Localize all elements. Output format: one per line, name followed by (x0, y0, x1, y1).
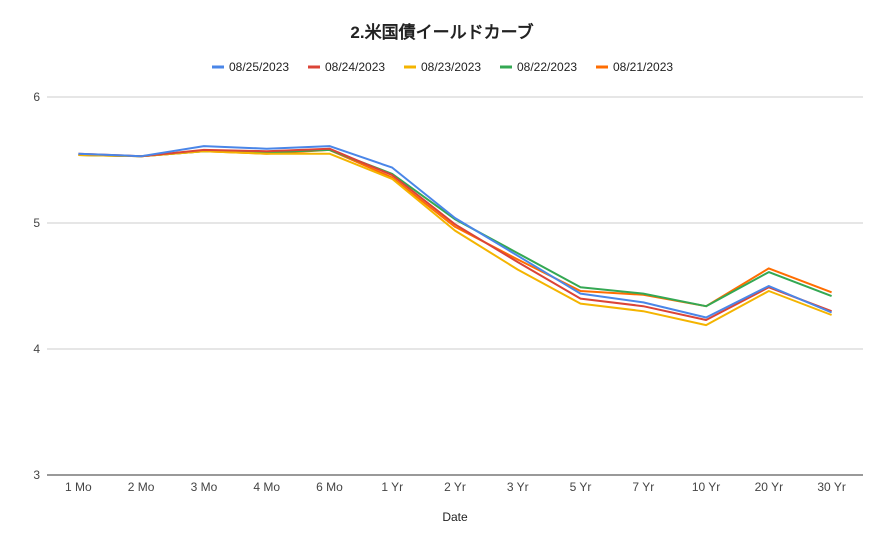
x-tick-label: 1 Mo (65, 480, 92, 494)
legend-label: 08/25/2023 (229, 60, 289, 74)
x-tick-label: 5 Yr (570, 480, 592, 494)
series-line-08-23-2023 (78, 150, 832, 327)
x-tick-label: 3 Yr (507, 480, 529, 494)
x-tick-label: 6 Mo (316, 480, 343, 494)
legend-label: 08/21/2023 (613, 60, 673, 74)
chart-legend: 08/25/2023 08/24/2023 08/23/2023 08/22/2023… (212, 60, 673, 74)
x-tick-label: 2 Yr (444, 480, 466, 494)
x-tick-label: 3 Mo (191, 480, 218, 494)
y-tick-label: 4 (33, 342, 40, 356)
x-tick-label: 20 Yr (755, 480, 783, 494)
chart-title: 2.米国債イールドカーブ (350, 22, 533, 42)
x-axis: 1 Mo 2 Mo 3 Mo 4 Mo 6 Mo 1 Yr 2 Yr 3 Yr 5 Yr 7 Yr… (65, 480, 846, 494)
legend-item[interactable]: 08/25/2023 (212, 60, 289, 74)
x-tick-label: 4 Mo (253, 480, 280, 494)
x-tick-label: 2 Mo (128, 480, 155, 494)
series-line-08-22-2023 (78, 148, 832, 308)
legend-item[interactable]: 08/21/2023 (596, 60, 673, 74)
legend-item[interactable]: 08/24/2023 (308, 60, 385, 74)
y-tick-label: 3 (33, 468, 40, 482)
series-line-08-24-2023 (78, 147, 832, 321)
x-axis-title: Date (442, 510, 468, 524)
series-line-08-21-2023 (78, 148, 832, 308)
legend-item[interactable]: 08/23/2023 (404, 60, 481, 74)
y-tick-label: 5 (33, 216, 40, 230)
legend-label: 08/23/2023 (421, 60, 481, 74)
chart-gridlines (47, 96, 863, 476)
series-line-08-25-2023 (78, 145, 832, 319)
y-tick-label: 6 (33, 90, 40, 104)
y-axis: 3 4 5 6 (33, 90, 40, 482)
x-tick-label: 30 Yr (817, 480, 845, 494)
x-tick-label: 10 Yr (692, 480, 720, 494)
legend-item[interactable]: 08/22/2023 (500, 60, 577, 74)
legend-label: 08/24/2023 (325, 60, 385, 74)
legend-label: 08/22/2023 (517, 60, 577, 74)
x-tick-label: 1 Yr (381, 480, 403, 494)
x-tick-label: 7 Yr (632, 480, 654, 494)
chart-series-lines (78, 145, 832, 327)
